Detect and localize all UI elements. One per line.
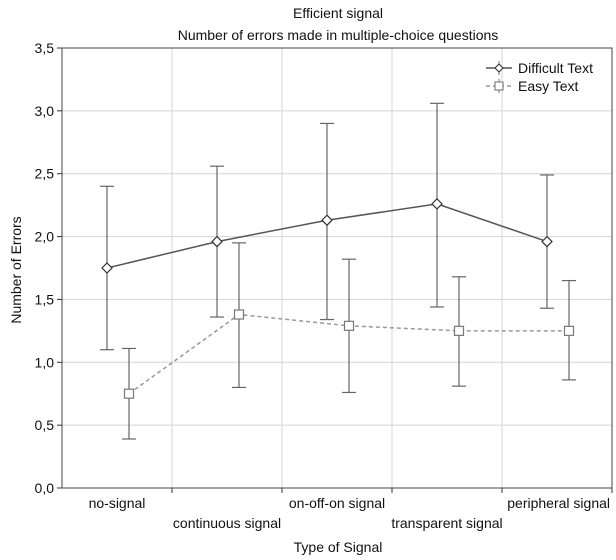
legend-marker [494,63,504,73]
data-point-marker [211,235,223,248]
y-tick-label: 3,0 [35,103,55,119]
chart-title: Efficient signal [293,5,383,21]
y-tick-label: 1,0 [35,354,55,370]
data-point-marker [123,388,135,399]
y-axis-label: Number of Errors [8,216,24,323]
legend-label: Easy Text [518,78,579,94]
data-point-marker [563,325,575,336]
y-tick-label: 3,5 [35,40,55,56]
y-tick-label: 0,5 [35,417,55,433]
chart-subtitle: Number of errors made in multiple-choice… [178,27,499,43]
x-category-label: continuous signal [173,515,281,531]
y-tick-label: 1,5 [35,291,55,307]
x-axis-label: Type of Signal [294,539,383,555]
legend-label: Difficult Text [518,60,593,76]
data-point-marker [233,309,245,320]
x-category-label: no-signal [89,495,146,511]
y-tick-label: 2,0 [35,229,55,245]
data-point-marker [321,214,333,227]
x-category-label: transparent signal [391,515,502,531]
data-point-marker [101,262,113,274]
plot-frame [61,47,613,489]
data-point-marker [541,235,553,248]
legend-marker [494,81,504,91]
plot-area: 0,0 0,5 1,0 1,5 2,0 2,5 3,0 3,5 no-signal continu… [35,40,613,531]
data-point-marker [343,320,355,331]
y-tick-label: 0,0 [35,480,55,496]
data-point-marker [453,325,465,336]
data-point-marker [431,198,443,210]
x-category-label: peripheral signal [507,495,610,511]
x-category-label: on-off-on signal [289,495,385,511]
y-tick-label: 2,5 [35,166,55,182]
